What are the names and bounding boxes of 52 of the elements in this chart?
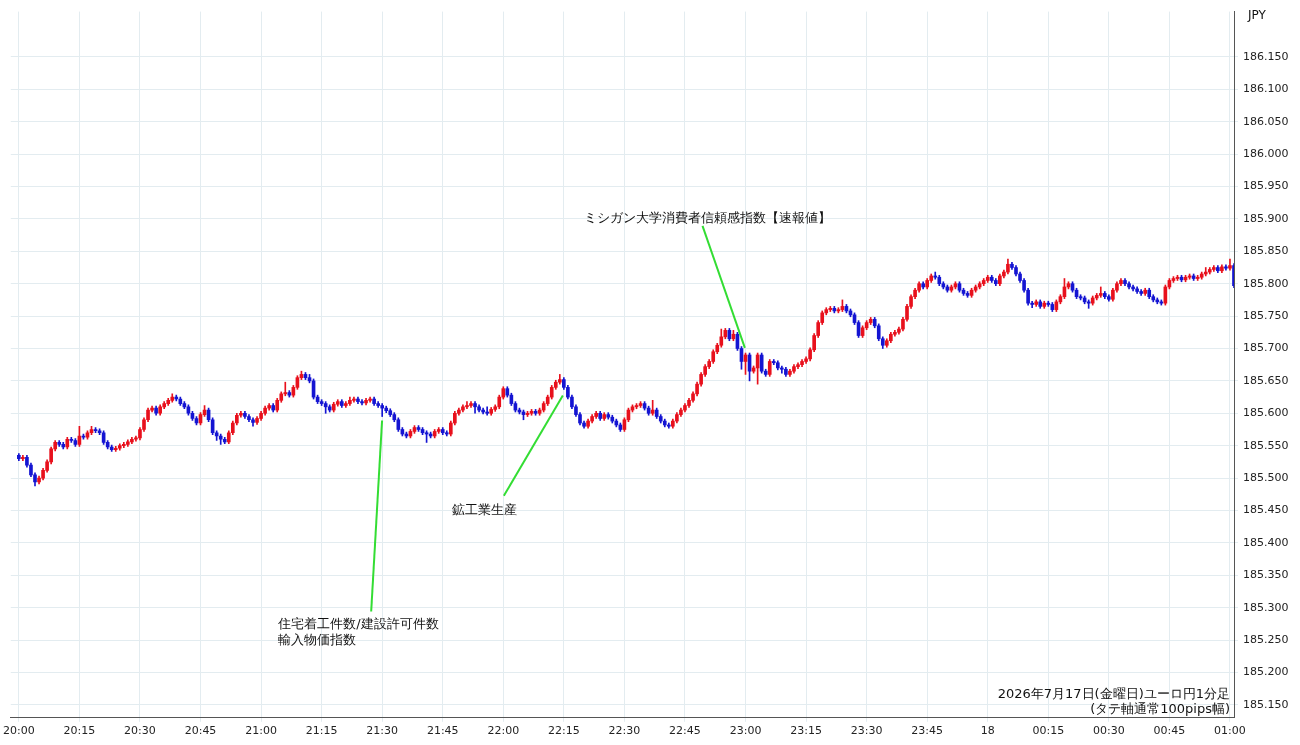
y-tick-label: 185.900 [1243,211,1289,225]
annotation: 鉱工業生産 [451,501,517,517]
y-tick-label: 185.200 [1243,665,1289,679]
y-tick-label: 185.500 [1243,470,1289,484]
x-tick-label: 21:45 [426,724,459,738]
x-tick-label: 23:30 [850,724,883,738]
x-tick-label: 20:00 [3,724,35,738]
x-tick-label: 20:15 [63,724,96,738]
candlestick [473,401,477,414]
x-tick-label: 22:45 [669,724,701,738]
x-tick-label: 22:00 [487,724,520,738]
y-tick-label: 185.950 [1243,179,1289,193]
y-tick-label: 185.650 [1243,373,1289,387]
x-tick-label: 23:00 [729,724,762,738]
annotation: 住宅着工件数/建設許可件数輸入物価指数 [277,616,439,648]
y-tick-label: 185.600 [1243,406,1289,420]
x-tick-label: 20:30 [124,724,156,738]
x-tick-label: 00:15 [1032,724,1065,738]
x-tick-label: 21:30 [366,724,399,738]
x-tick-label: 00:30 [1093,724,1125,738]
x-tick-label: 21:00 [245,724,277,738]
y-tick-label: 185.350 [1243,568,1289,582]
candlestick [485,406,489,416]
y-tick-label: 186.100 [1243,82,1289,96]
x-tick-label: 00:45 [1153,724,1186,738]
y-tick-label: 185.400 [1243,535,1289,549]
y-tick-label: 185.550 [1243,438,1289,452]
x-tick-label: 20:45 [184,724,217,738]
y-tick-label: 186.050 [1243,114,1289,128]
x-tick-label: 23:45 [911,724,944,738]
candlestick [380,403,385,417]
y-tick-label: 185.700 [1243,341,1289,355]
candlestick [465,401,469,410]
y-tick-label: 186.150 [1243,49,1289,63]
x-tick-label: 22:30 [608,724,641,738]
y-tick-label: 185.150 [1243,697,1289,711]
annotation: ミシガン大学消費者信頼感指数【速報値】 [584,209,832,225]
annotation: (タテ軸通常100pips幅) [1090,700,1230,716]
x-tick-label: 22:15 [548,724,580,738]
y-tick-label: 185.250 [1243,632,1289,646]
x-tick-label: 18 [980,724,995,738]
y-tick-label: 185.300 [1243,600,1289,614]
y-tick-label: 185.750 [1243,308,1289,322]
annotation: 2026年7月17日(金曜日)ユーロ円1分足 [997,685,1230,701]
y-tick-label: 186.000 [1243,147,1289,160]
y-tick-label: 185.850 [1243,244,1289,258]
y-tick-label: 185.800 [1243,276,1289,290]
x-tick-label: 01:00 [1214,724,1246,738]
y-axis-title: JPY [1247,8,1267,23]
y-tick-label: 185.450 [1243,503,1289,517]
x-tick-label: 21:15 [305,724,338,738]
x-tick-label: 23:15 [790,724,822,738]
